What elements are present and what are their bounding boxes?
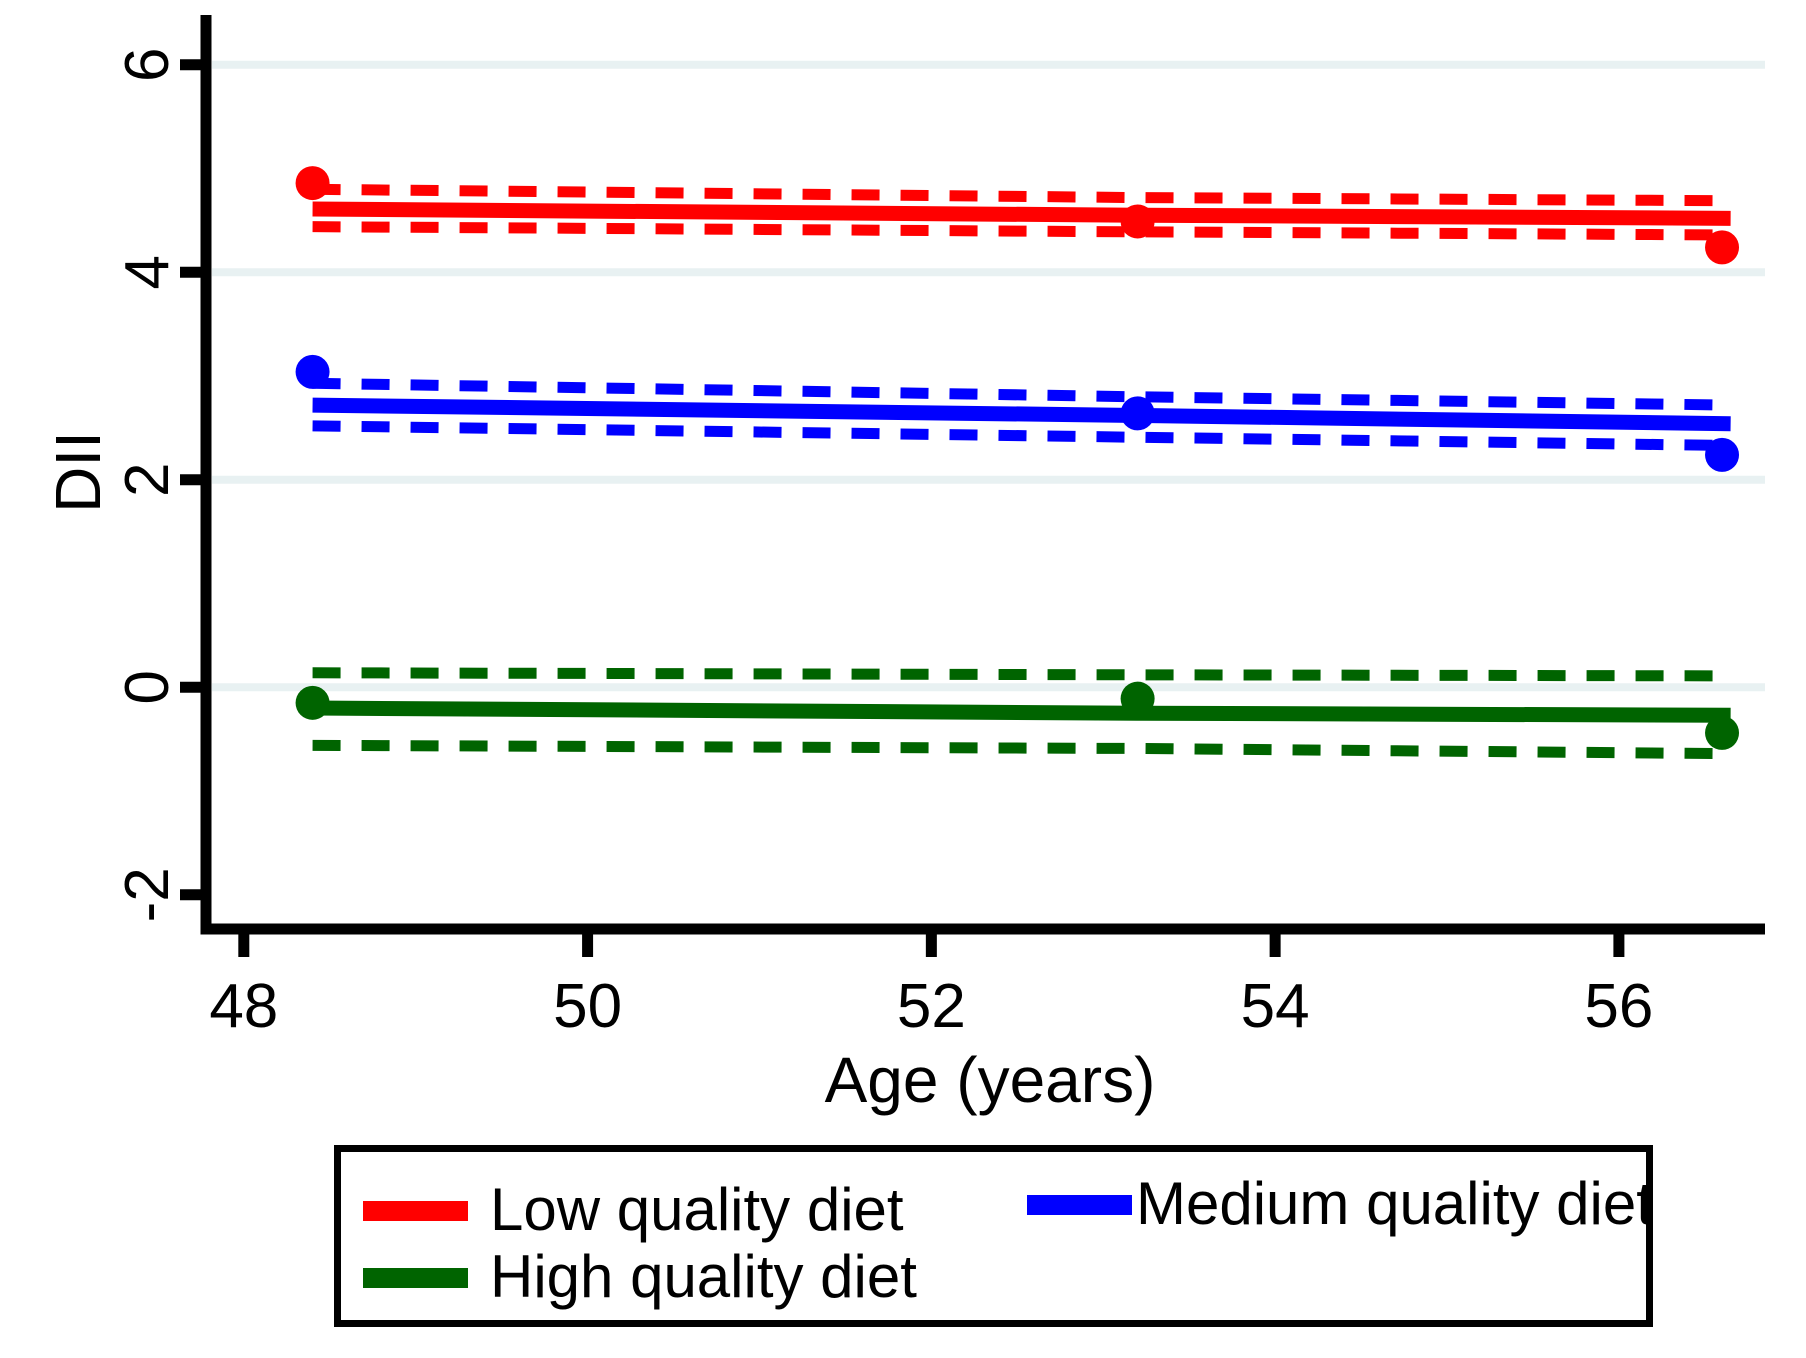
x-tick-label-50: 50 (553, 972, 622, 1041)
data-point-low-quality (1705, 230, 1740, 265)
trend-line-high-quality (312, 700, 1731, 723)
y-tick-label-2: 2 (113, 463, 182, 497)
data-point-medium-quality (295, 354, 330, 389)
legend-swatch-medium-quality (1027, 1195, 1132, 1215)
ci-lower-line-medium-quality (312, 420, 1731, 452)
legend-box: Low quality diet Medium quality diet Hig… (334, 1145, 1653, 1327)
data-point-high-quality (1705, 715, 1740, 750)
y-tick-label--2: -2 (113, 867, 182, 922)
ci-upper-line-high-quality (312, 667, 1731, 682)
legend-label-low-quality: Low quality diet (490, 1176, 904, 1244)
ci-upper-line-low-quality (312, 183, 1731, 207)
data-point-low-quality (295, 166, 330, 201)
ci-lower-line-high-quality (312, 739, 1731, 760)
x-tick-label-52: 52 (897, 972, 966, 1041)
x-tick-label-48: 48 (209, 972, 278, 1041)
data-point-medium-quality (1705, 437, 1740, 472)
legend-label-high-quality: High quality diet (490, 1243, 917, 1311)
trend-line-medium-quality (312, 397, 1731, 432)
y-axis-title: DII (42, 431, 114, 513)
legend-swatch-low-quality (363, 1201, 468, 1221)
y-tick-label-4: 4 (113, 255, 182, 289)
x-axis-title: Age (years) (825, 1044, 1156, 1116)
legend-swatch-high-quality (363, 1268, 468, 1288)
ci-lower-line-low-quality (312, 221, 1731, 241)
data-point-high-quality (1120, 681, 1155, 716)
x-tick-label-56: 56 (1584, 972, 1653, 1041)
x-tick-label-54: 54 (1241, 972, 1310, 1041)
y-tick-label-6: 6 (113, 48, 182, 82)
y-tick-label-0: 0 (113, 670, 182, 704)
data-point-high-quality (295, 685, 330, 720)
data-point-medium-quality (1120, 396, 1155, 431)
data-point-low-quality (1120, 204, 1155, 239)
trend-line-low-quality (312, 201, 1731, 226)
legend-label-medium-quality: Medium quality diet (1136, 1170, 1653, 1238)
